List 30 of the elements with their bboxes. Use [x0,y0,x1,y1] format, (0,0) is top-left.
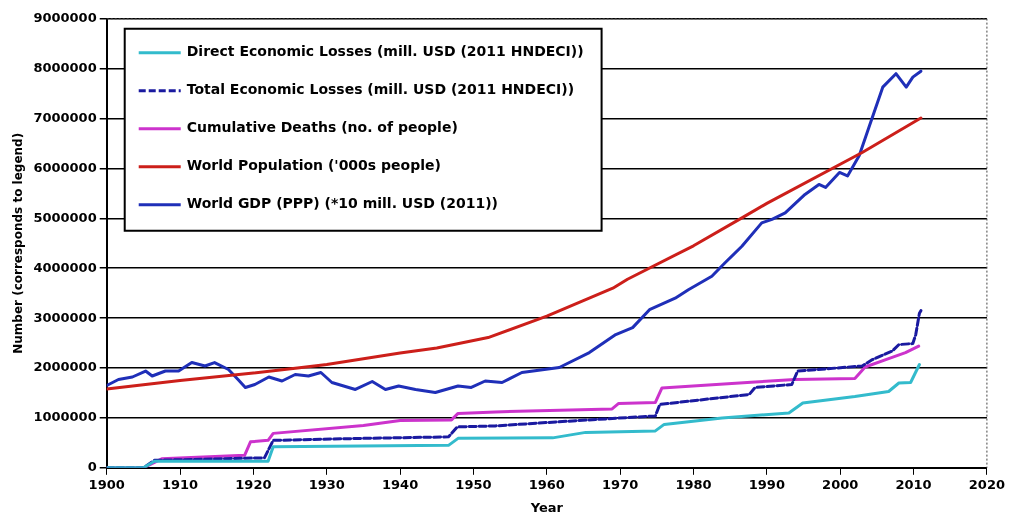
x-tick-label: 1970 [602,476,639,492]
x-tick-label: 2000 [822,476,859,492]
x-tick-label: 1910 [161,476,199,492]
x-tick-label: 1930 [308,476,345,492]
legend-label: World GDP (PPP) (*10 mill. USD (2011)) [186,195,498,212]
x-tick-label: 1920 [235,476,272,492]
x-tick-label: 1960 [528,476,565,492]
y-tick-label: 5000000 [33,209,97,225]
y-tick-label: 9000000 [33,10,97,26]
legend-label: Direct Economic Losses (mill. USD (2011 HNDECI)) [186,43,584,60]
legend-label: Cumulative Deaths (no. of people) [186,119,458,136]
x-tick-label: 2020 [968,476,1005,492]
y-axis-title: Number (corresponds to legend) [11,132,26,354]
x-tick-label: 1980 [675,476,712,492]
legend-label: World Population ('000s people) [186,157,441,174]
x-tick-label: 1950 [455,476,492,492]
y-tick-label: 3000000 [33,309,97,325]
y-tick-label: 4000000 [33,259,97,275]
y-tick-label: 7000000 [33,109,97,125]
x-tick-label: 2010 [895,476,932,492]
x-tick-label: 1990 [748,476,785,492]
x-tick-label: 1940 [382,476,419,492]
y-tick-label: 6000000 [33,159,97,175]
x-tick-label: 1900 [88,476,125,492]
y-tick-label: 0 [87,459,97,475]
y-tick-label: 1000000 [33,409,97,425]
y-tick-label: 2000000 [33,359,97,375]
legend-label: Total Economic Losses (mill. USD (2011 HNDECI)) [186,81,575,98]
y-tick-label: 8000000 [33,60,97,76]
x-axis-title: Year [529,499,564,515]
